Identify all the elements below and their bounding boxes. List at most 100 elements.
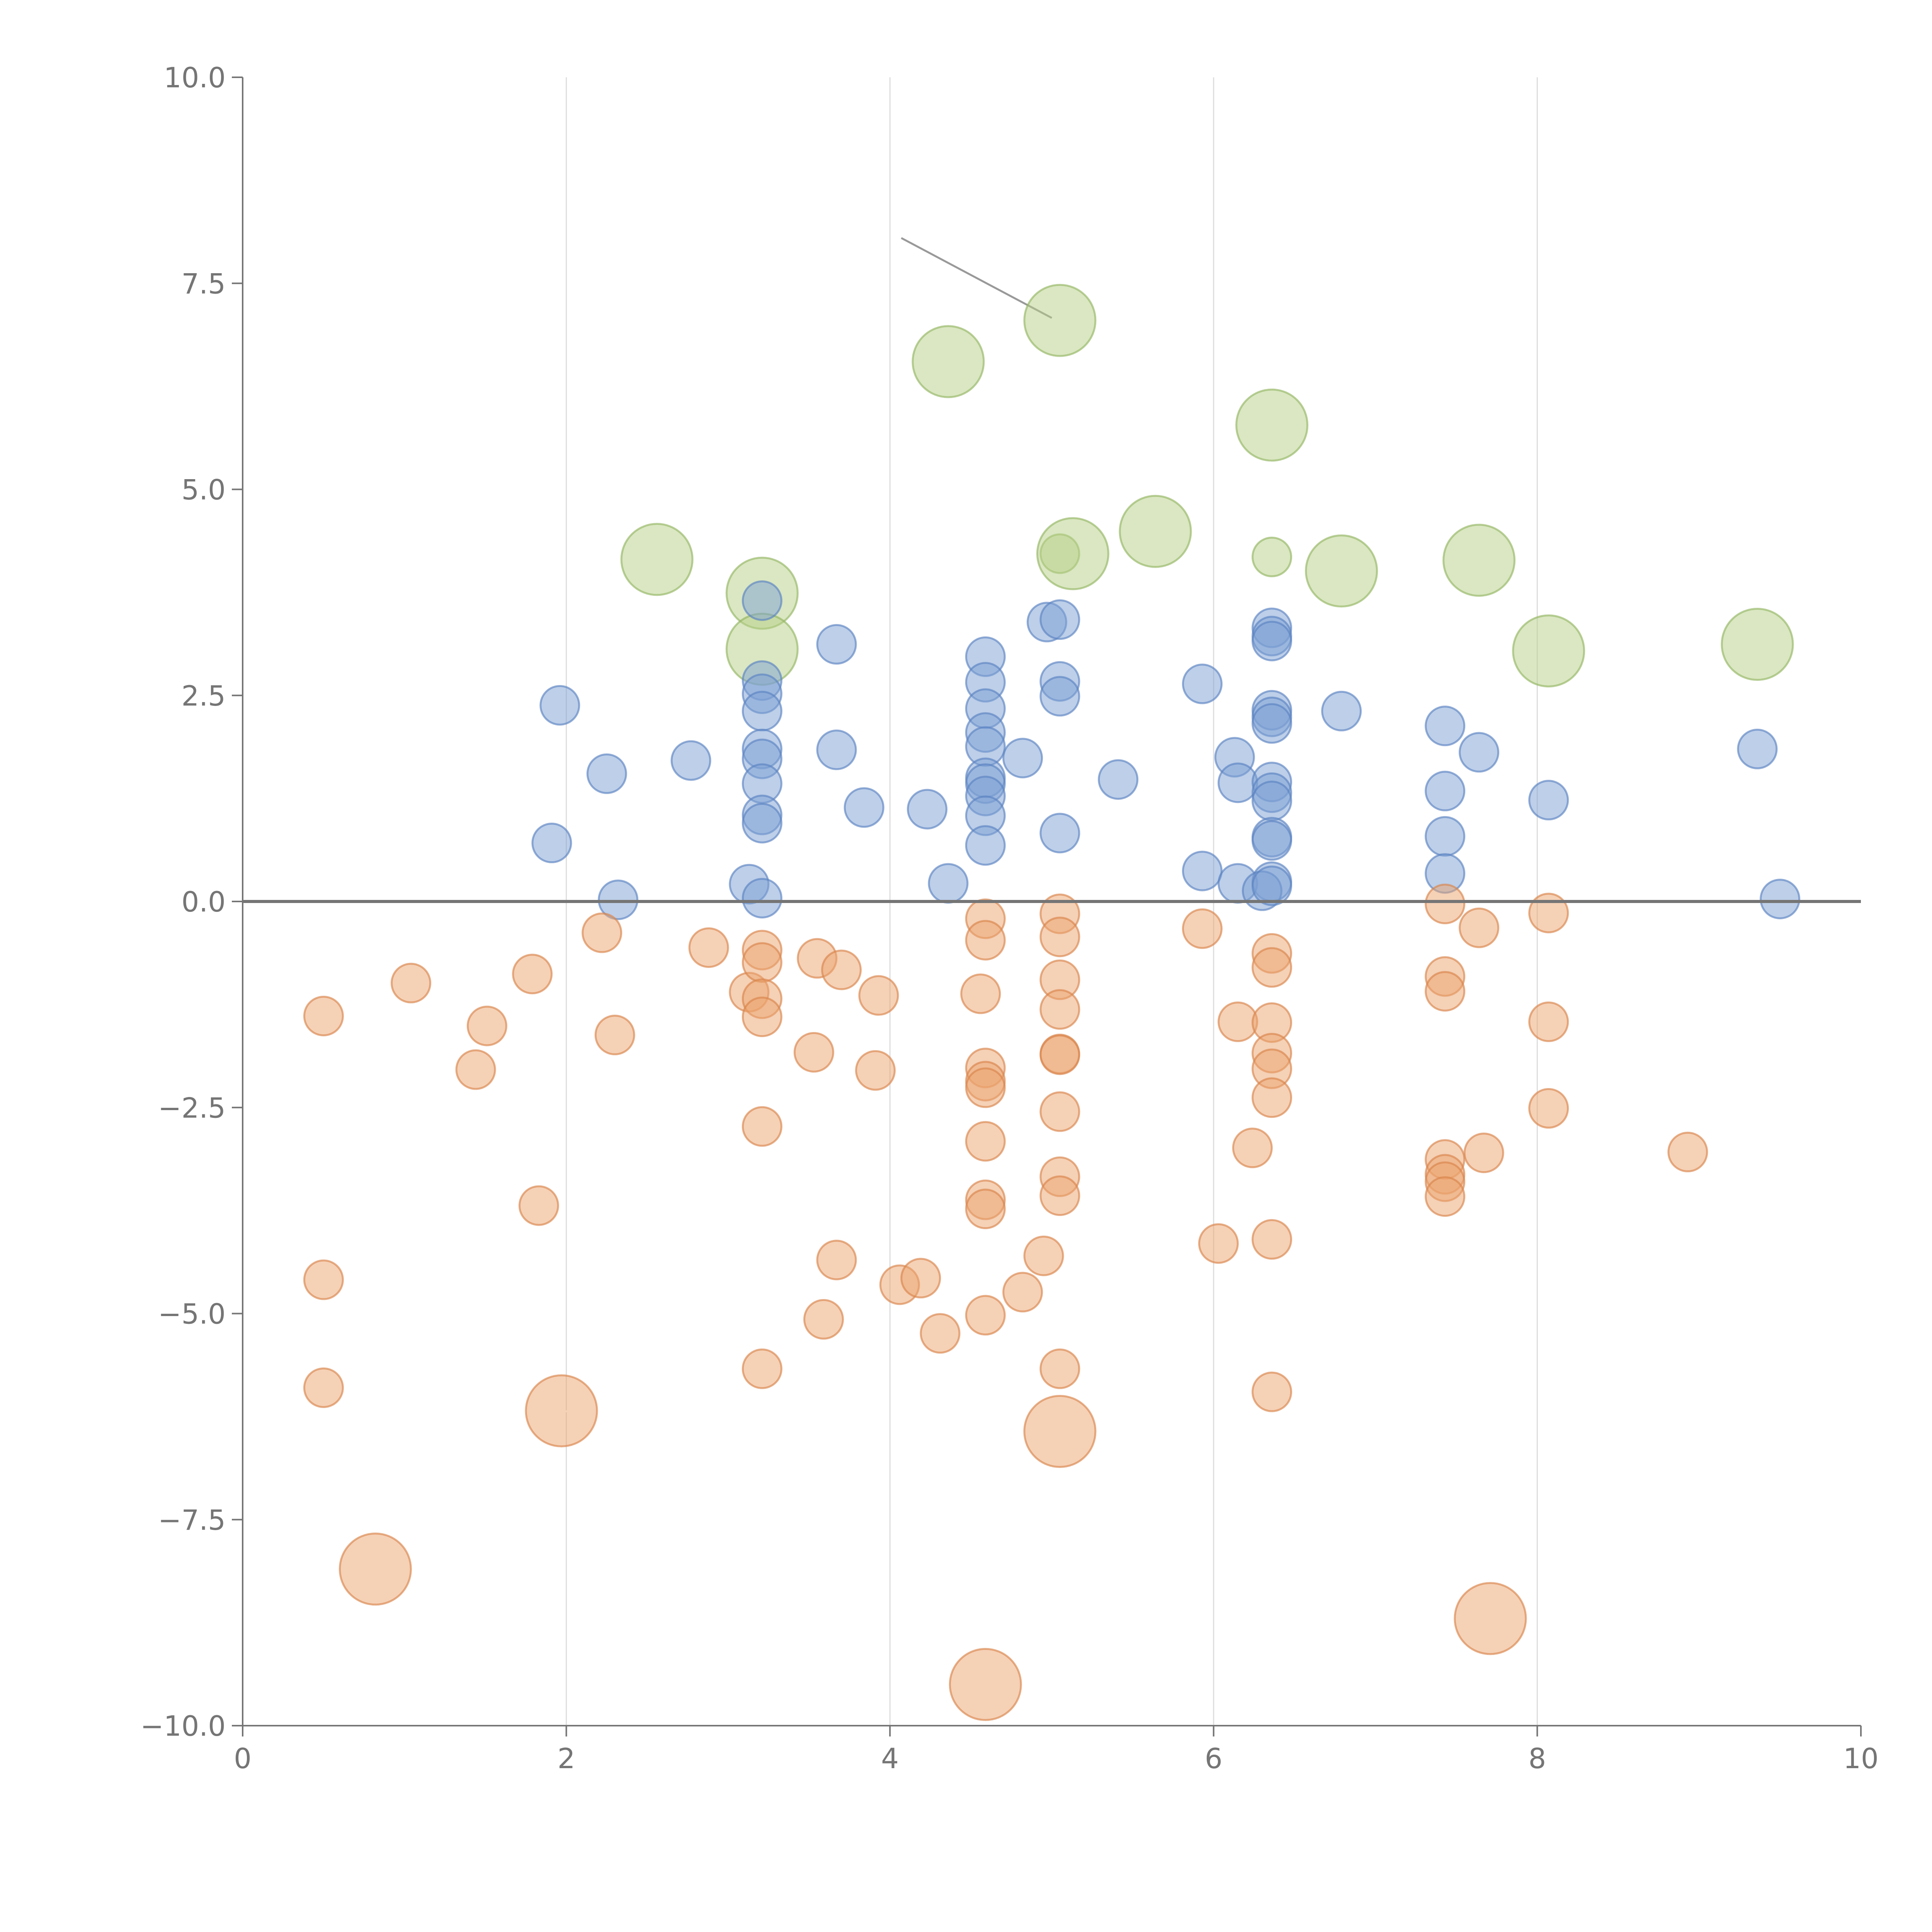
orange-bubble	[1425, 1176, 1466, 1217]
orange-bubble	[1023, 1235, 1064, 1276]
y-tick-label: 5.0	[181, 474, 226, 506]
blue-bubble	[1182, 663, 1223, 704]
blue-bubble	[1252, 820, 1293, 861]
blue-bubble	[742, 580, 782, 621]
y-tick-label: 7.5	[181, 267, 226, 300]
orange-bubble	[1454, 1582, 1527, 1655]
orange-bubble	[855, 1050, 896, 1091]
orange-bubble	[1528, 1001, 1569, 1042]
orange-bubble	[965, 1189, 1006, 1230]
orange-bubble	[965, 1295, 1006, 1336]
y-tick-label: 2.5	[181, 680, 226, 712]
blue-bubble	[844, 787, 884, 828]
orange-bubble	[1039, 917, 1080, 957]
x-tick-label: 4	[881, 1742, 899, 1775]
blue-bubble	[742, 878, 782, 918]
green-bubble	[1721, 608, 1794, 681]
orange-bubble	[391, 963, 432, 1003]
orange-bubble	[594, 1015, 635, 1056]
blue-bubble	[816, 624, 857, 665]
blue-bubble	[1039, 676, 1080, 717]
orange-bubble	[1039, 989, 1080, 1030]
orange-bubble	[688, 927, 729, 968]
tick-labels: 0 2 4 6 8 10 −10.0 −7.5 −5.0 −2.5 0.0 2.5 5.0 7.5 10.0	[140, 61, 1878, 1775]
orange-bubble	[960, 973, 1001, 1014]
y-tick-label: −2.5	[158, 1092, 226, 1124]
blue-bubble	[1760, 879, 1801, 920]
orange-bubble	[1425, 971, 1466, 1012]
orange-bubble	[512, 954, 553, 995]
orange-bubble	[821, 949, 862, 990]
orange-bubble	[1039, 1348, 1080, 1389]
green-bubble	[1305, 534, 1378, 608]
orange-bubble	[965, 920, 1006, 961]
blue-bubble	[1039, 599, 1080, 640]
annotation-leader-line	[901, 237, 1053, 319]
orange-bubble	[1252, 1371, 1293, 1412]
y-tick-label: −5.0	[158, 1298, 226, 1330]
blue-bubble	[1737, 728, 1778, 769]
green-bubble	[1036, 517, 1109, 590]
green-bubble	[1119, 495, 1192, 568]
data-points	[243, 284, 1861, 1721]
orange-bubble	[803, 1299, 844, 1340]
blue-bubble	[1252, 703, 1293, 744]
blue-bubble	[1425, 816, 1466, 857]
orange-bubble	[1039, 1175, 1080, 1216]
blue-bubble	[742, 803, 782, 844]
orange-bubble	[742, 1106, 782, 1147]
orange-bubble	[338, 1532, 412, 1606]
orange-bubble	[1252, 1219, 1293, 1260]
orange-bubble	[793, 1032, 834, 1073]
orange-bubble	[1232, 1128, 1273, 1168]
blue-bubble	[907, 789, 948, 830]
orange-bubble	[525, 1374, 598, 1447]
x-tick-label: 0	[234, 1742, 252, 1775]
blue-bubble	[816, 730, 857, 770]
blue-bubble	[1321, 690, 1362, 731]
blue-bubble	[1252, 781, 1293, 821]
orange-bubble	[455, 1049, 496, 1090]
orange-bubble	[1039, 1034, 1080, 1075]
orange-bubble	[1252, 947, 1293, 988]
blue-bubble	[598, 879, 639, 920]
x-tick-label: 6	[1205, 1742, 1223, 1775]
orange-bubble	[965, 1067, 1006, 1108]
blue-bubble	[1252, 865, 1293, 906]
orange-bubble	[1528, 893, 1569, 934]
orange-bubble	[1252, 1077, 1293, 1118]
orange-bubble	[303, 995, 344, 1036]
x-tick-label: 2	[558, 1742, 575, 1775]
green-bubble	[1442, 524, 1516, 597]
green-bubble	[912, 325, 985, 398]
orange-bubble	[518, 1185, 559, 1226]
orange-bubble	[1198, 1223, 1239, 1264]
blue-bubble	[1039, 813, 1080, 854]
orange-bubble	[1667, 1131, 1708, 1172]
orange-bubble	[466, 1005, 507, 1046]
blue-bubble	[1528, 780, 1569, 821]
orange-bubble	[1039, 1091, 1080, 1132]
orange-bubble	[742, 942, 782, 983]
x-tick-label: 8	[1528, 1742, 1546, 1775]
orange-bubble	[1002, 1272, 1043, 1313]
orange-bubble	[858, 975, 899, 1016]
green-bubble	[1512, 614, 1585, 688]
blue-bubble	[1218, 762, 1259, 803]
blue-bubble	[1252, 621, 1293, 662]
green-bubble	[1023, 284, 1097, 357]
green-bubble	[1235, 388, 1309, 462]
blue-bubble	[1425, 770, 1466, 811]
orange-bubble	[965, 1121, 1006, 1162]
blue-bubble	[928, 863, 969, 904]
orange-bubble	[303, 1259, 344, 1300]
orange-bubble	[920, 1313, 961, 1354]
blue-bubble	[586, 753, 627, 794]
blue-bubble	[531, 823, 572, 864]
orange-bubble	[949, 1648, 1022, 1721]
orange-bubble	[1182, 908, 1223, 949]
orange-bubble	[1459, 907, 1500, 948]
orange-bubble	[303, 1367, 344, 1408]
orange-bubble	[1023, 1395, 1097, 1468]
